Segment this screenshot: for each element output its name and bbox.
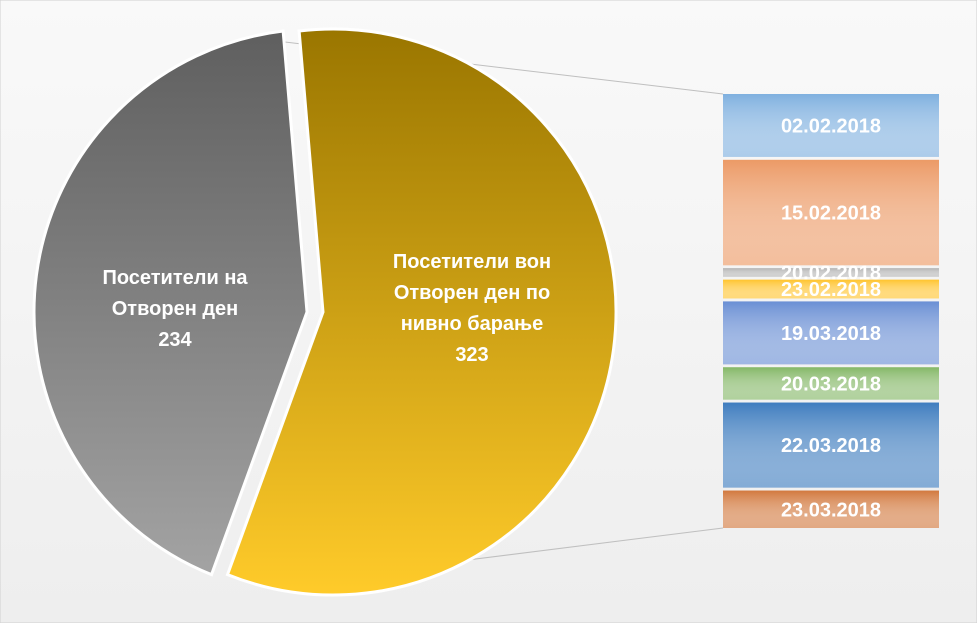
breakdown-segment-shade [723,402,939,488]
breakdown-segment-label: 02.02.2018 [781,115,881,137]
pie-slice-other-visitors [225,27,618,597]
slice-label-line: Посетители на [102,267,248,289]
breakdown-segment-shade [723,301,939,365]
breakdown-segment-label: 23.02.2018 [781,279,881,301]
slice-value-label: 323 [455,344,488,366]
breakdown-segment-label: 23.03.2018 [781,499,881,521]
slice-label-line: Отворен ден по [394,282,550,304]
breakdown-segment-label: 20.02.2018 [781,263,881,285]
breakdown-segment-shade [723,367,939,400]
breakdown-segment-label: 19.03.2018 [781,323,881,345]
breakdown-segment-shade [723,279,939,299]
slice-label-line: Отворен ден [112,298,238,320]
slice-label-line: нивно барање [401,313,544,335]
slice-value-label: 234 [158,329,192,351]
slice-label-line: Посетители вон [393,251,551,273]
breakdown-segment-label: 20.03.2018 [781,373,881,395]
breakdown-segment-label: 15.02.2018 [781,203,881,225]
breakdown-segment-shade [723,490,939,528]
breakdown-segment-shade [723,268,939,277]
breakdown-segment-label: 22.03.2018 [781,435,881,457]
breakdown-segment-shade [723,159,939,266]
breakdown-segment-shade [723,94,939,157]
pie-slice-open-day [32,29,309,577]
